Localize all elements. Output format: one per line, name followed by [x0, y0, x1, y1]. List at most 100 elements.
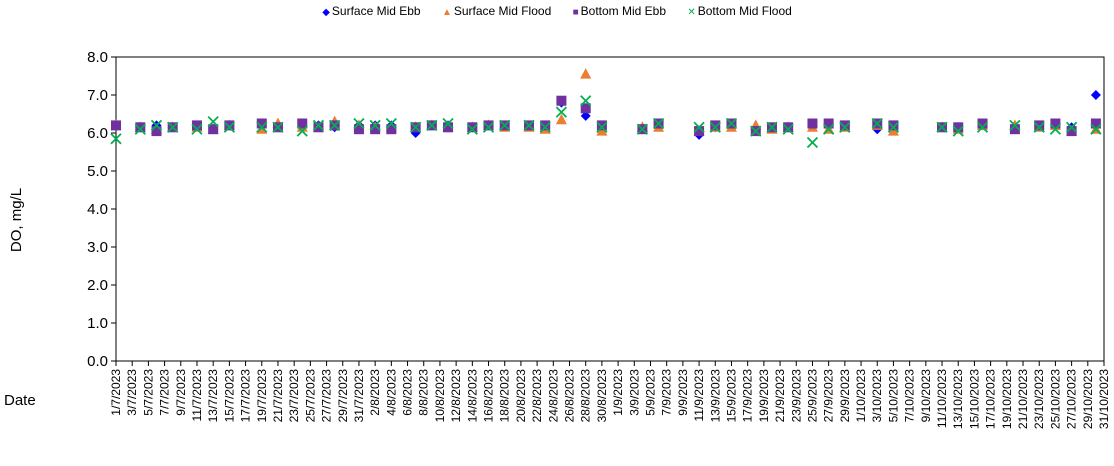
point-bottom-mid-flood [466, 123, 478, 135]
x-tick-label: 5/10/2023 [886, 369, 900, 423]
point-bottom-mid-ebb [710, 120, 721, 131]
legend-label: Surface Mid Ebb [331, 4, 421, 18]
point-bottom-mid-flood [191, 123, 203, 135]
point-bottom-mid-flood [1009, 119, 1021, 132]
point-bottom-mid-flood [1033, 121, 1045, 133]
legend-label: Bottom Mid Ebb [580, 4, 667, 18]
y-tick-label: 7.0 [87, 87, 108, 104]
point-bottom-mid-ebb [135, 122, 146, 133]
point-bottom-mid-ebb [783, 122, 794, 133]
x-tick-label: 23/9/2023 [789, 369, 803, 423]
x-tick-label: 9/10/2023 [919, 369, 933, 423]
point-bottom-mid-ebb [467, 122, 478, 133]
point-bottom-mid-ebb [823, 118, 834, 129]
point-bottom-mid-ebb [313, 122, 324, 133]
point-bottom-mid-ebb [1050, 118, 1061, 129]
point-bottom-mid-flood [369, 119, 381, 132]
point-bottom-mid-ebb [888, 120, 899, 131]
x-tick-label: 14/8/2023 [465, 369, 479, 423]
legend-label: Surface Mid Flood [453, 4, 552, 18]
x-tick-label: 15/7/2023 [222, 369, 236, 423]
point-bottom-mid-flood [871, 117, 883, 130]
x-tick-label: 17/7/2023 [239, 369, 253, 423]
point-bottom-mid-flood [410, 121, 422, 133]
x-tick-label: 11/7/2023 [190, 369, 204, 422]
point-bottom-mid-flood [806, 136, 819, 149]
point-bottom-mid-flood [329, 119, 341, 132]
point-bottom-mid-ebb [483, 120, 494, 131]
x-tick-label: 3/10/2023 [870, 369, 884, 423]
legend-item-bottom-mid-flood: ✕ Bottom Mid Flood [687, 4, 791, 18]
x-tick-label: 27/9/2023 [822, 369, 836, 423]
point-bottom-mid-flood [580, 95, 592, 107]
x-tick-label: 9/7/2023 [174, 369, 188, 416]
x-tick-label: 31/7/2023 [352, 369, 366, 423]
point-bottom-mid-ebb [1066, 126, 1077, 137]
point-bottom-mid-flood [482, 121, 495, 133]
point-bottom-mid-flood [296, 125, 308, 137]
y-tick-label: 5.0 [87, 163, 108, 180]
point-bottom-mid-ebb [443, 122, 454, 133]
legend-item-surface-mid-ebb: ◆ Surface Mid Ebb [322, 4, 420, 18]
legend-label: Bottom Mid Flood [697, 4, 792, 18]
x-tick-label: 19/10/2023 [1000, 369, 1014, 429]
x-tick-label: 2/8/2023 [368, 369, 382, 416]
point-bottom-mid-flood [887, 121, 900, 133]
point-bottom-mid-flood [134, 123, 146, 135]
point-bottom-mid-ebb [370, 124, 381, 135]
y-tick-label: 6.0 [87, 125, 108, 142]
point-bottom-mid-flood [256, 121, 268, 133]
point-bottom-mid-ebb [580, 103, 591, 114]
point-bottom-mid-flood [426, 119, 438, 132]
point-bottom-mid-flood [1049, 123, 1062, 135]
x-tick-label: 24/8/2023 [546, 369, 560, 423]
point-bottom-mid-flood [725, 117, 738, 130]
x-tick-label: 5/7/2023 [141, 369, 155, 416]
point-bottom-mid-ebb [297, 118, 308, 129]
point-bottom-mid-flood [1065, 121, 1078, 133]
point-bottom-mid-ebb [1034, 120, 1045, 131]
x-tick-label: 15/9/2023 [724, 369, 738, 423]
point-bottom-mid-flood [539, 121, 551, 133]
point-bottom-mid-ebb [1090, 118, 1101, 129]
point-bottom-mid-flood [952, 125, 964, 137]
legend-item-surface-mid-flood: ▲ Surface Mid Flood [442, 4, 551, 18]
point-bottom-mid-ebb [540, 120, 551, 131]
point-bottom-mid-ebb [151, 126, 162, 137]
point-bottom-mid-ebb [224, 120, 235, 131]
point-bottom-mid-ebb [807, 118, 818, 129]
x-tick-label: 21/10/2023 [1016, 369, 1030, 429]
point-bottom-mid-flood [709, 121, 721, 133]
legend-item-bottom-mid-ebb: ■ Bottom Mid Ebb [573, 4, 666, 18]
point-surface-mid-flood [555, 113, 567, 125]
x-tick-label: 25/7/2023 [303, 369, 317, 423]
x-tick-label: 7/7/2023 [158, 369, 172, 416]
x-tick-label: 21/7/2023 [271, 369, 285, 423]
x-tick-label: 1/7/2023 [109, 369, 123, 416]
y-tick-label: 1.0 [87, 315, 108, 332]
point-bottom-mid-ebb [208, 124, 219, 135]
point-bottom-mid-flood [499, 119, 511, 132]
x-tick-label: 11/10/2023 [935, 369, 949, 428]
x-tick-label: 7/9/2023 [660, 369, 674, 416]
point-bottom-mid-flood [207, 115, 219, 128]
point-bottom-mid-ebb [353, 124, 364, 135]
point-bottom-mid-flood [652, 117, 665, 130]
point-bottom-mid-ebb [839, 120, 850, 131]
x-tick-label: 7/10/2023 [903, 369, 917, 423]
point-bottom-mid-flood [167, 121, 179, 133]
point-bottom-mid-flood [385, 117, 397, 130]
point-bottom-mid-flood [782, 123, 794, 135]
point-bottom-mid-ebb [111, 120, 121, 131]
point-bottom-mid-ebb [694, 126, 705, 137]
x-tick-label: 18/8/2023 [498, 369, 512, 423]
plot-area [115, 56, 1105, 362]
x-tick-label: 17/9/2023 [741, 369, 755, 423]
x-tick-label: 15/10/2023 [967, 369, 981, 429]
point-bottom-mid-flood [555, 106, 568, 118]
legend: ◆ Surface Mid Ebb ▲ Surface Mid Flood ■ Bot… [0, 4, 1114, 18]
point-bottom-mid-ebb [953, 122, 964, 133]
x-tick-label: 3/7/2023 [125, 369, 139, 416]
point-bottom-mid-flood [223, 121, 236, 133]
